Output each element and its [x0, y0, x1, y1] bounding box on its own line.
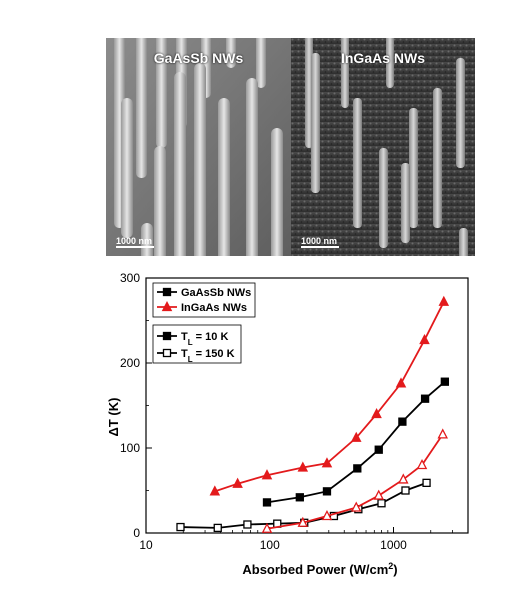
data-point [213, 523, 222, 533]
sem-image-ingaas: InGaAs NWs 1000 nm [291, 38, 475, 256]
legend-marker [162, 287, 172, 297]
data-point [261, 522, 273, 533]
data-point [416, 458, 428, 470]
data-point [262, 498, 272, 507]
y-axis-ticks: 0 100 200 300 [120, 271, 152, 540]
y-tick-label: 0 [133, 526, 140, 540]
scale-bar-label-ingaas: 1000 nm [301, 236, 338, 246]
data-point [322, 487, 332, 496]
data-point [371, 407, 382, 419]
legend-label: TL = 150 K [181, 348, 235, 364]
x-axis-ticks: 10 100 1000 [139, 527, 469, 552]
data-point [321, 457, 333, 468]
sem-title-ingaas: InGaAs NWs [340, 50, 425, 66]
series-layer [176, 295, 450, 533]
y-tick-label: 300 [120, 271, 140, 285]
legend-marker [162, 348, 172, 358]
x-axis-label-main: Absorbed Power (W/cm [242, 562, 388, 577]
data-point [377, 499, 386, 508]
scale-bar-gaassb [116, 246, 154, 248]
sem-title-gaassb: GaAsSb NWs [153, 50, 244, 66]
data-point [398, 473, 409, 484]
sem-image-gaassb: GaAsSb NWs 1000 nm [106, 38, 291, 256]
y-tick-label: 100 [120, 441, 140, 455]
series-line [266, 381, 446, 504]
delta-t-chart: 10 100 1000 0 100 200 300 GaAsSb NWs InGaAs NW… [106, 271, 469, 577]
data-point [321, 509, 333, 521]
legend-label: TL = 10 K [181, 331, 228, 347]
data-point [437, 428, 449, 439]
legend-label: GaAsSb NWs [181, 287, 251, 299]
series-1 [209, 295, 450, 496]
x-axis-label-sup: 2 [388, 561, 393, 571]
data-point [297, 516, 309, 527]
data-point [401, 486, 410, 495]
scale-bar-ingaas [301, 246, 339, 248]
data-point [261, 469, 273, 480]
data-point [353, 464, 362, 473]
y-axis-label: ΔT (K) [106, 398, 121, 437]
data-point [422, 478, 431, 488]
legend-marker [162, 331, 172, 341]
x-tick-label: 100 [260, 538, 280, 552]
y-tick-label: 200 [120, 356, 140, 370]
x-axis-label: Absorbed Power (W/cm2) [242, 561, 397, 577]
data-point [350, 501, 362, 512]
data-point [398, 417, 407, 426]
data-point [350, 431, 362, 442]
x-axis-label-end: ) [393, 562, 397, 577]
data-point [374, 445, 383, 454]
data-point [297, 461, 309, 472]
legend: GaAsSb NWs InGaAs NWs TL = 10 KTL = 150 K [152, 282, 256, 364]
data-point [176, 522, 185, 532]
data-point [295, 493, 304, 502]
data-point [419, 334, 430, 345]
series-line [214, 301, 445, 493]
data-point [232, 477, 243, 488]
data-point [438, 295, 450, 306]
data-point [373, 489, 385, 500]
data-point [440, 377, 449, 386]
series-line [180, 482, 427, 529]
series-line [266, 433, 444, 530]
sem-texture-gaassb [106, 38, 291, 256]
data-point [395, 377, 407, 388]
data-point [243, 520, 252, 529]
x-tick-label: 1000 [380, 538, 407, 552]
legend-label: InGaAs NWs [181, 302, 247, 314]
series-3 [261, 428, 449, 533]
series-0 [262, 377, 449, 507]
data-point [329, 511, 339, 521]
scale-bar-label-gaassb: 1000 nm [116, 236, 153, 246]
sem-texture-ingaas [291, 38, 475, 256]
x-tick-label: 10 [139, 538, 153, 552]
data-point [209, 485, 221, 496]
legend-marker [161, 300, 173, 312]
data-point [420, 394, 430, 403]
